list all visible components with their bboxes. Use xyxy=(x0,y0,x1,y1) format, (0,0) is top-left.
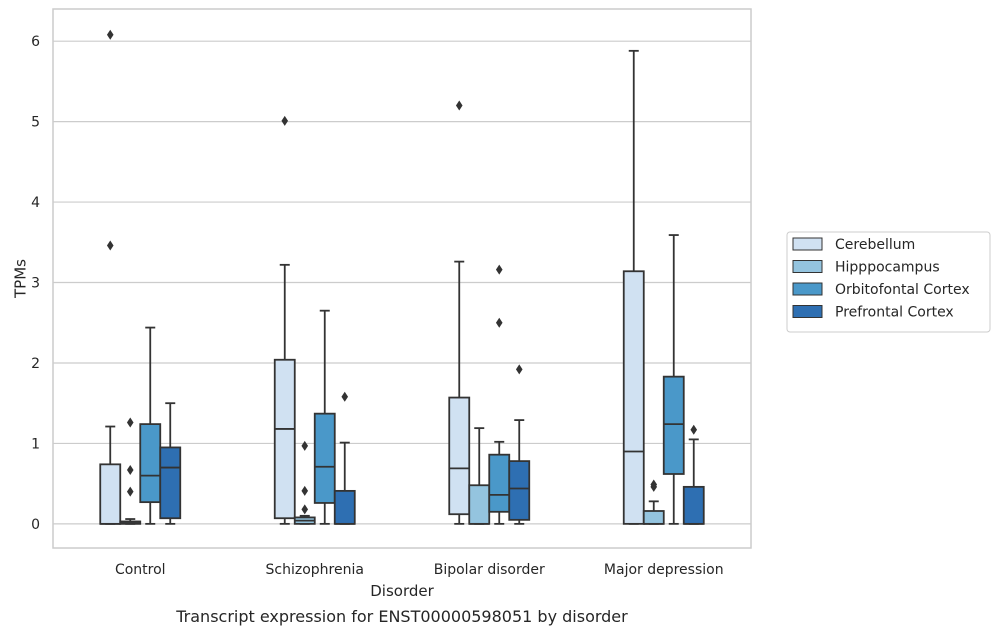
box xyxy=(682,424,705,525)
box-body xyxy=(468,484,491,525)
legend-frame xyxy=(786,231,991,333)
outlier-point xyxy=(455,100,463,111)
y-tick-label: 0 xyxy=(31,517,40,533)
y-tick-label: 2 xyxy=(31,356,40,372)
chart-caption: Transcript expression for ENST0000059805… xyxy=(175,607,628,626)
outlier-point xyxy=(301,440,309,451)
box-body xyxy=(682,485,705,525)
box-body xyxy=(508,460,531,521)
y-axis-label: TPMs xyxy=(11,259,29,299)
box-body xyxy=(642,510,665,525)
series-prefrontal-cortex xyxy=(159,364,705,525)
outlier-point xyxy=(126,486,134,497)
box xyxy=(642,479,665,525)
box xyxy=(119,417,142,525)
outlier-point xyxy=(106,29,114,40)
legend-swatch xyxy=(792,260,823,273)
outlier-point xyxy=(650,479,658,490)
series-cerebellum xyxy=(99,29,645,525)
legend-item: Orbitofontal Cortex xyxy=(792,282,970,298)
box xyxy=(508,364,531,525)
box-body xyxy=(333,489,356,525)
box xyxy=(488,264,511,525)
legend-label: Cerebellum xyxy=(835,237,915,253)
legend-item: Cerebellum xyxy=(792,237,915,253)
box xyxy=(333,391,356,525)
outlier-point xyxy=(690,424,698,435)
legend-swatch xyxy=(792,305,823,318)
y-tick-label: 1 xyxy=(31,436,40,452)
grid-lines xyxy=(53,40,751,525)
series-orbitofontal-cortex xyxy=(139,234,685,525)
x-tick-label: Control xyxy=(115,562,166,578)
outlier-point xyxy=(126,417,134,428)
box-body xyxy=(313,412,336,504)
outlier-point xyxy=(301,485,309,496)
series-hipppocampus xyxy=(119,417,665,525)
y-tick-label: 3 xyxy=(31,276,40,292)
box-plot-boxes xyxy=(99,29,705,525)
legend-label: Prefrontal Cortex xyxy=(835,305,954,321)
box-body xyxy=(662,375,685,475)
box-body xyxy=(273,358,296,520)
x-axis-ticks: Control Schizophrenia Bipolar disorder Majo… xyxy=(115,562,724,578)
legend-label: Hipppocampus xyxy=(835,260,940,276)
y-tick-label: 5 xyxy=(31,115,40,131)
box xyxy=(468,427,491,525)
x-axis-label: Disorder xyxy=(370,582,434,600)
outlier-point xyxy=(515,364,523,375)
x-tick-label: Schizophrenia xyxy=(266,562,364,578)
outlier-point xyxy=(341,391,349,402)
legend-label: Orbitofontal Cortex xyxy=(835,282,970,298)
box-body xyxy=(488,453,511,513)
box-body xyxy=(139,423,162,504)
outlier-point xyxy=(495,264,503,275)
box xyxy=(662,234,685,525)
legend-item: Hipppocampus xyxy=(792,260,940,276)
box xyxy=(273,115,296,525)
outlier-point xyxy=(495,317,503,328)
box-body xyxy=(622,270,645,525)
box xyxy=(622,49,645,525)
legend-item: Prefrontal Cortex xyxy=(792,305,954,321)
outlier-point xyxy=(281,115,289,126)
legend-swatch xyxy=(792,237,823,251)
x-tick-label: Bipolar disorder xyxy=(434,562,545,578)
box xyxy=(159,402,182,525)
y-axis-ticks: 0 1 2 3 4 5 6 xyxy=(31,34,40,533)
box-body xyxy=(159,446,182,520)
legend: Cerebellum Hipppocampus Orbitofontal Corte… xyxy=(786,231,991,333)
outlier-point xyxy=(106,240,114,251)
box xyxy=(99,29,122,525)
y-tick-label: 6 xyxy=(31,34,40,50)
x-tick-label: Major depression xyxy=(604,562,724,578)
box xyxy=(448,100,471,525)
box xyxy=(139,326,162,525)
legend-swatch xyxy=(792,282,823,296)
box-body xyxy=(99,463,122,525)
box-body xyxy=(448,396,471,516)
outlier-point xyxy=(301,504,309,515)
plot-frame xyxy=(52,8,752,549)
y-tick-label: 4 xyxy=(31,195,40,211)
outlier-point xyxy=(126,464,134,475)
box xyxy=(313,309,336,525)
box xyxy=(293,440,316,525)
